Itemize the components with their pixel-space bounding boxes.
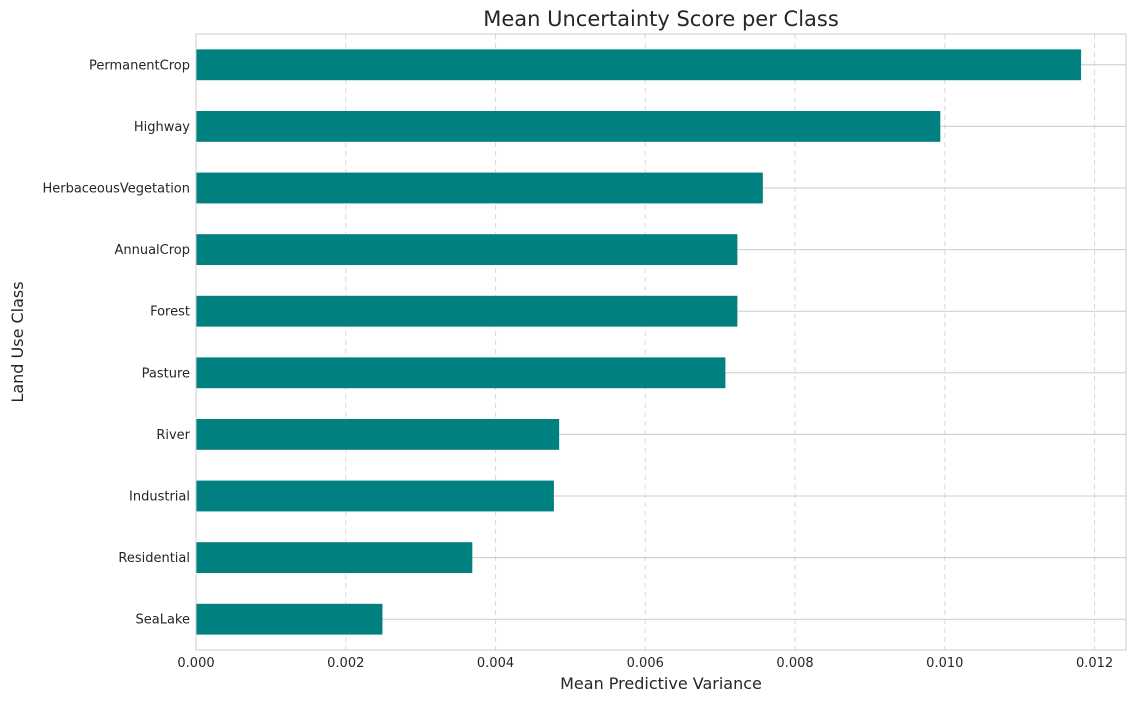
x-tick-label: 0.000 (177, 656, 214, 671)
bar (196, 295, 738, 327)
y-tick-label: Forest (150, 305, 190, 320)
plot-frame (195, 33, 1127, 651)
bar (196, 542, 473, 573)
y-tick-label: River (156, 428, 190, 443)
bar (196, 49, 1082, 81)
bar (196, 357, 726, 389)
x-tick-label: 0.008 (776, 656, 813, 671)
bar (196, 172, 763, 204)
bar (196, 419, 560, 450)
y-tick-label: AnnualCrop (114, 243, 190, 258)
y-axis-label: Land Use Class (8, 281, 27, 402)
chart-title: Mean Uncertainty Score per Class (483, 7, 839, 31)
y-tick-label: Pasture (142, 366, 190, 381)
x-axis-label: Mean Predictive Variance (560, 674, 762, 693)
x-tick-label: 0.010 (926, 656, 963, 671)
y-tick-label: Industrial (129, 490, 190, 505)
ticks: 0.000 0.002 0.004 0.006 0.008 0.010 0.012 Perma… (42, 58, 1113, 671)
x-tick-label: 0.006 (627, 656, 664, 671)
bar (196, 480, 554, 512)
y-tick-label: SeaLake (136, 613, 191, 628)
y-tick-label: Residential (118, 551, 190, 566)
x-tick-label: 0.004 (477, 656, 514, 671)
bar (196, 234, 738, 265)
y-tick-label: PermanentCrop (89, 58, 190, 73)
y-tick-label: HerbaceousVegetation (42, 182, 190, 197)
bar (196, 111, 941, 142)
bar (196, 603, 383, 635)
x-tick-label: 0.002 (327, 656, 364, 671)
y-tick-label: Highway (134, 120, 190, 135)
bars (196, 49, 1082, 635)
x-tick-label: 0.012 (1076, 656, 1113, 671)
